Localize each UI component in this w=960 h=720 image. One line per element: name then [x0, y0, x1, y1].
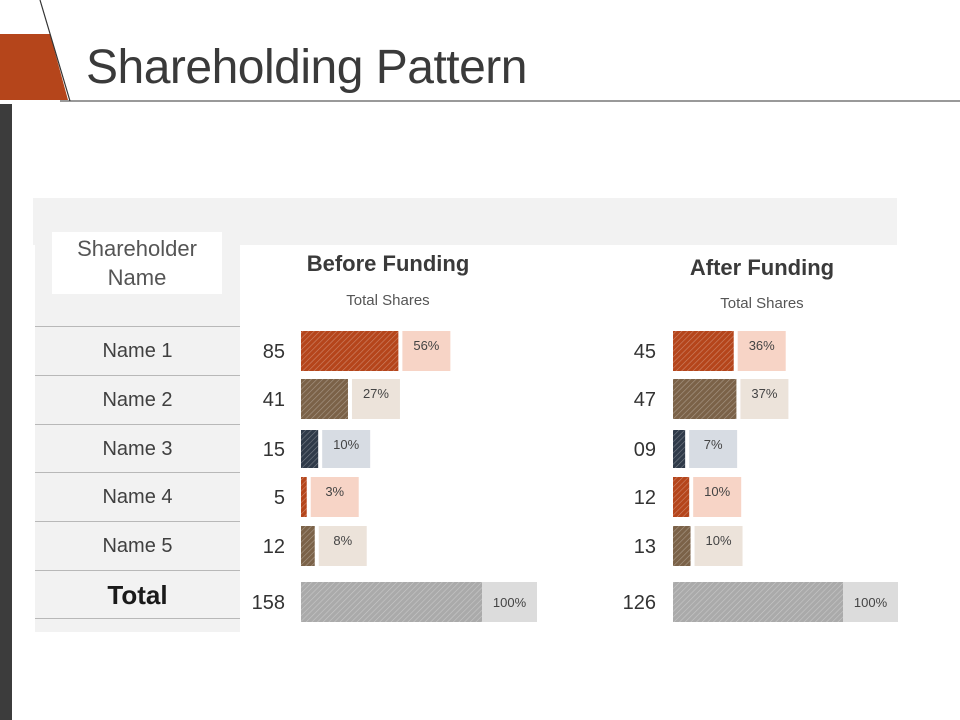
- after-percent-label-1: 36%: [749, 338, 775, 353]
- before-percent-box-1: [402, 331, 451, 371]
- before-bar-hatch-3: [301, 430, 319, 468]
- left-accent-strip: [0, 104, 12, 720]
- after-percent-label-4: 10%: [704, 484, 730, 499]
- before-share-count-3: 15: [263, 439, 285, 461]
- title-accent-block: [0, 34, 68, 100]
- before-percent-label-3: 10%: [333, 437, 359, 452]
- shareholder-name-header: Shareholder Name: [52, 232, 222, 294]
- name-row-2: Name 2: [35, 375, 240, 425]
- after-percent-box-3: [689, 430, 738, 468]
- after-bar-hatch-2: [673, 379, 737, 419]
- before-percent-label-5: 8%: [333, 533, 352, 548]
- after-percent-label-2: 37%: [751, 386, 777, 401]
- name-row-5: Name 5: [35, 521, 240, 571]
- before-bar-hatch-5: [301, 526, 315, 566]
- before-percent-box-2: [351, 379, 400, 419]
- after-share-count-total: 126: [623, 592, 656, 614]
- before-percent-label-2: 27%: [363, 386, 389, 401]
- after-share-count-3: 09: [634, 439, 656, 461]
- after-bar-hatch-3: [673, 430, 686, 468]
- before-share-count-2: 41: [263, 389, 285, 411]
- shareholder-name-column: Shareholder Name Name 1 Name 2 Name 3 Na…: [35, 230, 240, 632]
- before-percent-box-3: [322, 430, 371, 468]
- after-bar-hatch-total: [673, 582, 843, 622]
- title-decoration: [0, 0, 960, 102]
- name-row-4: Name 4: [35, 472, 240, 522]
- after-funding-title: After Funding: [689, 255, 835, 280]
- after-bar-hatch-1: [673, 331, 734, 371]
- table-bottom-line: [35, 618, 240, 619]
- after-percent-box-4: [693, 477, 742, 517]
- page-title: Shareholding Pattern: [86, 41, 527, 94]
- after-share-count-4: 12: [634, 487, 656, 509]
- after-percent-box-2: [740, 379, 789, 419]
- after-percent-box-total: [843, 582, 898, 622]
- before-funding-subtitle: Total Shares: [346, 292, 430, 309]
- title-diagonal-line: [39, 0, 71, 102]
- after-share-count-5: 13: [634, 536, 656, 558]
- after-percent-box-5: [694, 526, 743, 566]
- before-bar-hatch-1: [301, 331, 399, 371]
- before-percent-label-4: 3%: [325, 484, 344, 499]
- before-percent-label-1: 56%: [413, 338, 439, 353]
- name-row-total: Total: [35, 570, 240, 620]
- after-percent-label-total: 100%: [854, 595, 888, 610]
- after-bar-hatch-4: [673, 477, 690, 517]
- after-share-count-1: 45: [634, 341, 656, 363]
- before-bar-hatch-total: [301, 582, 482, 622]
- after-funding-subtitle: Total Shares: [720, 295, 804, 312]
- after-percent-label-3: 7%: [704, 437, 723, 452]
- before-share-count-4: 5: [274, 487, 285, 509]
- before-percent-box-5: [318, 526, 367, 566]
- before-share-count-1: 85: [263, 341, 285, 363]
- name-row-1: Name 1: [35, 326, 240, 376]
- before-share-count-5: 12: [263, 536, 285, 558]
- before-bar-hatch-2: [301, 379, 348, 419]
- before-percent-box-4: [310, 477, 359, 517]
- after-bar-hatch-5: [673, 526, 691, 566]
- after-share-count-2: 47: [634, 389, 656, 411]
- after-percent-box-1: [737, 331, 786, 371]
- before-percent-label-total: 100%: [493, 595, 527, 610]
- before-percent-box-total: [482, 582, 537, 622]
- before-funding-title: Before Funding: [306, 251, 470, 276]
- before-bar-hatch-4: [301, 477, 307, 517]
- after-percent-label-5: 10%: [706, 533, 732, 548]
- before-share-count-total: 158: [252, 592, 285, 614]
- name-row-3: Name 3: [35, 424, 240, 474]
